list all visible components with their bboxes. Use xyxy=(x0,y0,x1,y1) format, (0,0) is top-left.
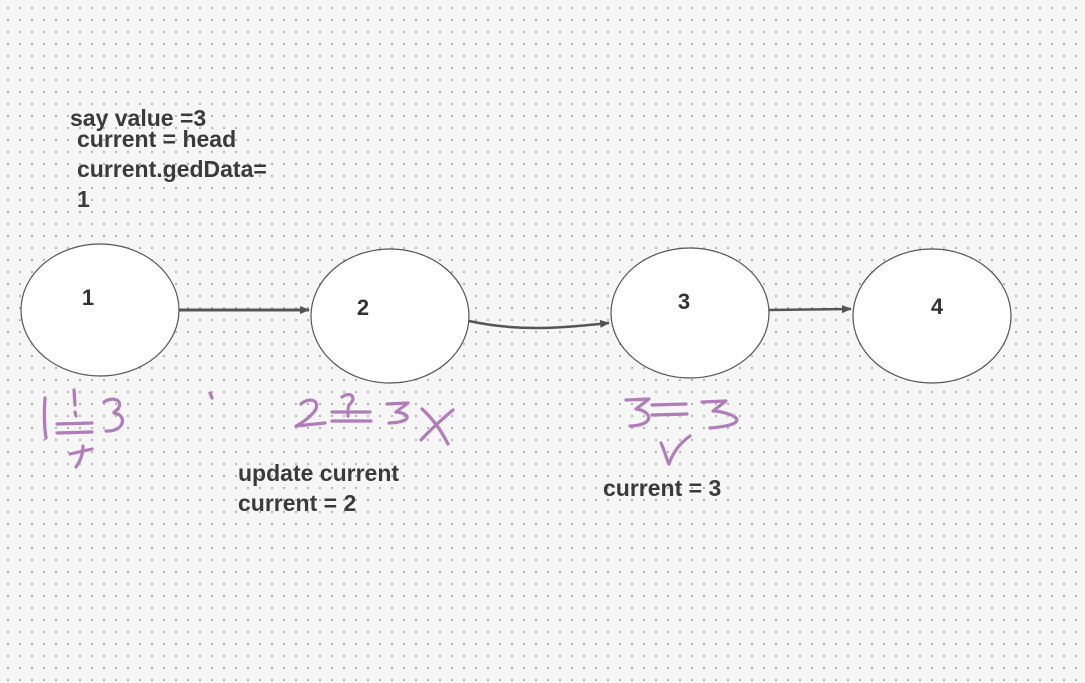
ink-annotation-node-3 xyxy=(624,397,739,466)
node-3-label: 3 xyxy=(678,289,690,314)
node-1[interactable]: 1 xyxy=(20,243,180,377)
note-get-data: current.gedData= xyxy=(77,156,267,182)
note-get-data-value: 1 xyxy=(77,186,90,212)
note-update-current: update current xyxy=(238,460,400,486)
node-4-label: 4 xyxy=(931,294,944,319)
node-3[interactable]: 3 xyxy=(610,247,770,379)
note-current-two: current = 2 xyxy=(238,490,357,516)
note-say-value: say value =3 xyxy=(70,105,207,131)
node-1-label: 1 xyxy=(82,285,94,310)
ink-annotation-node-2 xyxy=(294,392,455,446)
note-current-three: current = 3 xyxy=(603,475,722,501)
arrow-node-3-to-4[interactable] xyxy=(767,305,852,314)
node-2-label: 2 xyxy=(357,295,369,320)
arrow-node-2-to-3[interactable] xyxy=(468,319,610,330)
ink-mark-dot xyxy=(208,391,214,400)
node-4[interactable]: 4 xyxy=(852,248,1012,384)
note-current-head: current = head xyxy=(77,126,237,152)
node-2[interactable]: 2 xyxy=(310,248,470,384)
ink-annotation-node-1 xyxy=(42,388,124,469)
